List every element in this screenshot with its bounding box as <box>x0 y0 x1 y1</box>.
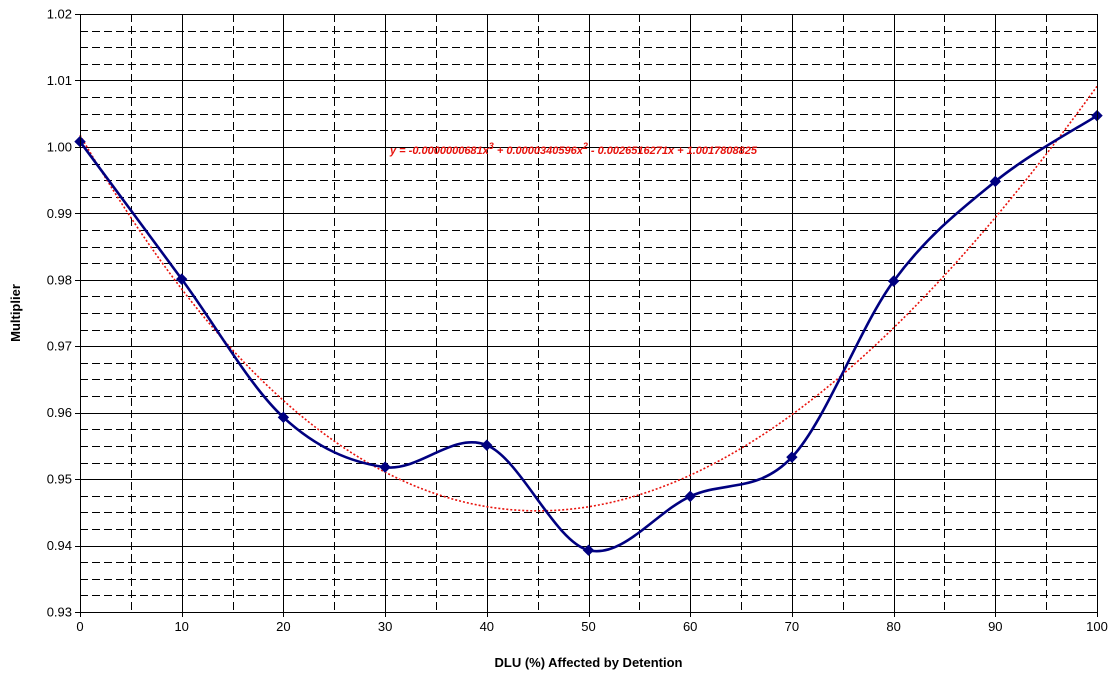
data-series <box>74 109 1103 556</box>
equation-prefix: y = -0.0000000681x <box>389 145 490 157</box>
trendline <box>79 85 1098 512</box>
x-axis-title: DLU (%) Affected by Detention <box>494 655 682 670</box>
equation-middle: + 0.0000340596x <box>494 145 584 157</box>
x-tick-label: 80 <box>886 619 900 634</box>
x-tick-label: 0 <box>76 619 83 634</box>
data-point-marker <box>786 451 798 463</box>
y-tick-label: 1.00 <box>47 139 72 154</box>
equation-exponent-2: 2 <box>582 141 588 151</box>
y-tick-label: 0.96 <box>47 405 72 420</box>
data-point-marker <box>481 439 493 451</box>
y-tick-label: 0.99 <box>47 206 72 221</box>
x-axis-tick-labels: 0 10 20 30 40 50 60 70 80 90 100 <box>76 612 1108 634</box>
x-tick-label: 20 <box>276 619 290 634</box>
y-tick-label: 1.01 <box>47 73 72 88</box>
grid <box>80 14 1098 613</box>
data-point-marker <box>379 461 391 473</box>
y-tick-label: 0.94 <box>47 538 72 553</box>
data-point-marker <box>582 544 595 556</box>
x-tick-label: 10 <box>174 619 188 634</box>
x-tick-label: 90 <box>988 619 1002 634</box>
data-point-marker <box>277 411 290 424</box>
trendline-path <box>79 85 1098 512</box>
y-tick-label: 0.97 <box>47 339 72 354</box>
equation-rest: - 0.0026516271x + 1.0017808825 <box>588 145 758 157</box>
data-point-marker <box>684 490 696 503</box>
trendline-equation: y = -0.0000000681x3 + 0.0000340596x2 - 0… <box>389 141 758 157</box>
y-tick-label: 0.95 <box>47 472 72 487</box>
data-point-marker <box>989 175 1002 188</box>
x-tick-label: 60 <box>683 619 697 634</box>
data-point-marker <box>175 273 188 285</box>
y-axis-title: Multiplier <box>8 284 23 342</box>
y-tick-label: 0.98 <box>47 272 72 287</box>
y-axis-tick-labels: 0.93 0.94 0.95 0.96 0.97 0.98 0.99 1.00 1.01 1.02 <box>47 7 80 620</box>
y-tick-label: 1.02 <box>47 7 72 22</box>
x-tick-label: 50 <box>581 619 595 634</box>
y-tick-label: 0.93 <box>47 605 72 620</box>
equation-exponent-3: 3 <box>489 141 494 151</box>
x-tick-label: 100 <box>1086 619 1108 634</box>
x-tick-label: 30 <box>378 619 392 634</box>
x-tick-label: 40 <box>480 619 494 634</box>
x-tick-label: 70 <box>785 619 799 634</box>
data-point-marker <box>887 275 900 287</box>
